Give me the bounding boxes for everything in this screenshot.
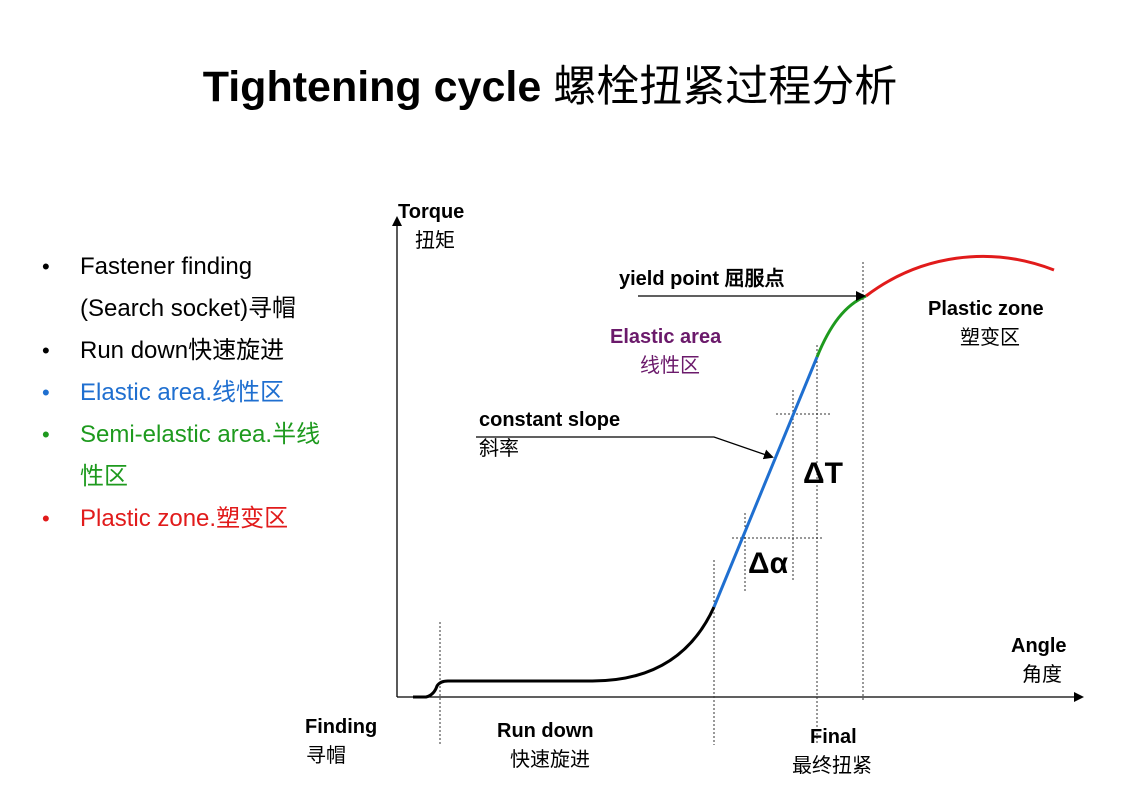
bullet-item-run-down: • Run down快速旋进 bbox=[42, 330, 362, 372]
bullet-text-line2: 性区 bbox=[80, 463, 128, 490]
phase-final-label-cn: 最终扭紧 bbox=[792, 754, 872, 777]
bullet-dot: • bbox=[42, 338, 50, 363]
phase-run-down-label-cn: 快速旋进 bbox=[510, 748, 590, 771]
title-english: Tightening cycle bbox=[202, 63, 542, 111]
elastic-area-label: Elastic area bbox=[610, 326, 722, 348]
yield-point-label: yield point 屈服点 bbox=[619, 267, 785, 290]
title-chinese: 螺栓扭紧过程分析 bbox=[553, 63, 898, 111]
bullet-dot: • bbox=[42, 254, 50, 279]
constant-slope-label-cn: 斜率 bbox=[479, 437, 519, 460]
phase-finding-label: Finding bbox=[305, 716, 377, 738]
phase-final-label: Final bbox=[810, 726, 857, 748]
phase-run-down-label: Run down bbox=[497, 720, 594, 742]
constant-slope-label: constant slope bbox=[479, 409, 620, 431]
plastic-zone-label-cn: 塑变区 bbox=[960, 326, 1020, 349]
phase-finding-label-cn: 寻帽 bbox=[306, 744, 346, 767]
bullet-text: Plastic zone.塑变区 bbox=[80, 505, 289, 532]
run-down-curve bbox=[413, 606, 716, 699]
bullet-dot: • bbox=[42, 506, 50, 531]
bullet-dot: • bbox=[42, 380, 50, 405]
constant-slope-arrow bbox=[476, 436, 774, 460]
bullet-text-line1: Semi-elastic area.半线 bbox=[80, 421, 321, 448]
semi-elastic-curve bbox=[815, 294, 867, 358]
bullet-item-plastic: • Plastic zone.塑变区 bbox=[42, 498, 362, 540]
bullet-item-semi-elastic: • Semi-elastic area.半线 性区 bbox=[42, 414, 362, 498]
delta-alpha-label: Δα bbox=[748, 547, 789, 580]
x-axis-label-cn: 角度 bbox=[1022, 663, 1062, 686]
bullet-item-finding: • Fastener finding (Search socket)寻帽 bbox=[42, 246, 362, 330]
page-title: Tightening cycle 螺栓扭紧过程分析 bbox=[0, 52, 1100, 114]
plastic-curve bbox=[865, 255, 1055, 298]
y-axis-label: Torque bbox=[398, 201, 464, 223]
bullet-text: Run down快速旋进 bbox=[80, 337, 285, 364]
bullet-text-line2: (Search socket)寻帽 bbox=[80, 295, 297, 322]
delta-t-label: ΔT bbox=[803, 457, 843, 490]
bullet-text: Elastic area.线性区 bbox=[80, 379, 285, 406]
bullet-item-elastic: • Elastic area.线性区 bbox=[42, 372, 362, 414]
bullet-list: • Fastener finding (Search socket)寻帽 • R… bbox=[42, 246, 362, 540]
elastic-area-label-cn: 线性区 bbox=[640, 354, 700, 377]
bullet-text-line1: Fastener finding bbox=[80, 253, 253, 280]
elastic-curve bbox=[712, 356, 819, 608]
bullet-dot: • bbox=[42, 422, 50, 447]
x-axis-label: Angle bbox=[1011, 635, 1067, 657]
plastic-zone-label: Plastic zone bbox=[928, 298, 1044, 320]
y-axis-label-cn: 扭矩 bbox=[415, 229, 455, 252]
